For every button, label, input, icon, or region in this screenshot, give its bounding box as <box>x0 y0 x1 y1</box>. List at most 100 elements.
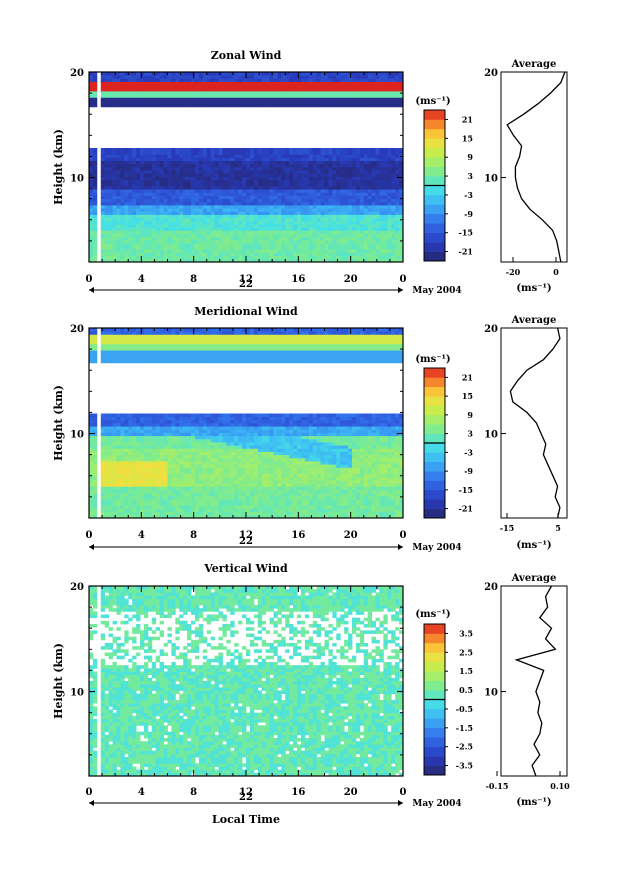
heatmap-cell <box>238 205 243 209</box>
heatmap-cell <box>163 91 168 95</box>
heatmap-cell <box>100 205 106 209</box>
heatmap-cell <box>316 189 321 193</box>
heatmap-cell <box>348 78 353 82</box>
heatmap-cell <box>234 78 239 82</box>
heatmap-cell <box>108 505 113 509</box>
heatmap-cell <box>230 195 235 200</box>
heatmap-cell <box>234 195 239 200</box>
heatmap-cell <box>234 186 239 190</box>
heatmap-cell <box>293 170 298 174</box>
heatmap-cell <box>140 205 145 209</box>
heatmap-cell <box>238 160 243 165</box>
heatmap-cell <box>316 148 321 152</box>
heatmap-cell <box>183 505 188 509</box>
heatmap-cell <box>285 94 290 98</box>
heatmap-cell <box>191 91 196 95</box>
heatmap-cell <box>226 220 231 225</box>
heatmap-cell <box>104 331 110 335</box>
heatmap-cell <box>320 227 325 231</box>
heatmap-cell <box>155 423 161 427</box>
heatmap-cell <box>355 103 361 108</box>
heatmap-cell <box>163 103 168 108</box>
heatmap-cell <box>136 337 141 342</box>
heatmap-cell <box>395 233 400 238</box>
heatmap-cell <box>320 87 325 92</box>
heatmap-cell <box>285 72 290 76</box>
heatmap-cell <box>147 87 153 92</box>
colorbar-tick-label: -15 <box>459 228 473 238</box>
heatmap-cell <box>234 182 239 187</box>
heatmap-cell <box>324 211 329 215</box>
heatmap-cell <box>92 246 98 250</box>
heatmap-cell <box>136 160 141 165</box>
heatmap-cell <box>92 359 98 364</box>
heatmap-cell <box>191 413 196 418</box>
heatmap-cell <box>202 258 208 263</box>
heatmap-cell <box>167 179 172 184</box>
heatmap-cell <box>167 337 172 342</box>
heatmap-cell <box>108 103 113 108</box>
heatmap-cell <box>191 451 196 456</box>
heatmap-cell <box>277 160 282 165</box>
heatmap-cell <box>179 416 184 421</box>
heatmap-cell <box>108 331 113 335</box>
heatmap-cell <box>249 170 255 174</box>
heatmap-cell <box>136 340 141 345</box>
heatmap-cell <box>214 157 219 162</box>
heatmap-cell <box>379 173 384 177</box>
heatmap-cell <box>359 151 365 155</box>
heatmap-cell <box>100 438 106 443</box>
heatmap-cell <box>316 233 321 238</box>
heatmap-cell <box>89 467 94 471</box>
heatmap-cell <box>230 189 235 193</box>
heatmap-cell <box>151 413 157 418</box>
heatmap-cell <box>187 91 192 95</box>
heatmap-cell <box>218 170 223 174</box>
heatmap-cell <box>363 224 369 228</box>
heatmap-cell <box>155 467 161 471</box>
heatmap-cell <box>191 192 196 196</box>
heatmap-cell <box>218 160 223 165</box>
heatmap-cell <box>167 340 172 345</box>
heatmap-cell <box>293 75 298 79</box>
heatmap-cell <box>297 189 302 193</box>
heatmap-cell <box>332 252 337 257</box>
heatmap-cell <box>194 151 200 155</box>
heatmap-cell <box>383 243 388 247</box>
heatmap-cell <box>351 103 357 108</box>
heatmap-cell <box>120 91 125 95</box>
heatmap-cell <box>253 148 259 152</box>
heatmap-cell <box>340 87 345 92</box>
heatmap-cell <box>104 419 110 424</box>
heatmap-cell <box>100 198 106 203</box>
heatmap-cell <box>183 419 188 424</box>
heatmap-cell <box>132 255 137 260</box>
heatmap-cell <box>147 483 153 487</box>
heatmap-cell <box>100 511 106 516</box>
heatmap-cell <box>289 103 294 108</box>
heatmap-cell <box>246 243 251 247</box>
heatmap-cell <box>147 334 153 338</box>
heatmap-cell <box>175 413 180 418</box>
heatmap-cell <box>128 486 133 490</box>
heatmap-cell <box>253 224 259 228</box>
heatmap-cell <box>116 208 121 212</box>
heatmap-cell <box>92 255 98 260</box>
heatmap-cell <box>379 230 384 234</box>
heatmap-cell <box>214 170 219 174</box>
heatmap-cell <box>108 157 113 162</box>
heatmap-cell <box>198 170 204 174</box>
heatmap-cell <box>304 220 310 225</box>
heatmap-cell <box>132 419 137 424</box>
heatmap-cell <box>324 81 329 86</box>
heatmap-cell <box>399 230 404 234</box>
heatmap-cell <box>183 340 188 345</box>
heatmap-cell <box>304 201 310 206</box>
heatmap-cell <box>383 179 388 184</box>
heatmap-cell <box>159 186 164 190</box>
heatmap-cell <box>230 224 235 228</box>
heatmap-cell <box>285 78 290 82</box>
heatmap-cell <box>218 201 223 206</box>
heatmap-cell <box>167 350 172 354</box>
heatmap-cell <box>191 489 196 494</box>
